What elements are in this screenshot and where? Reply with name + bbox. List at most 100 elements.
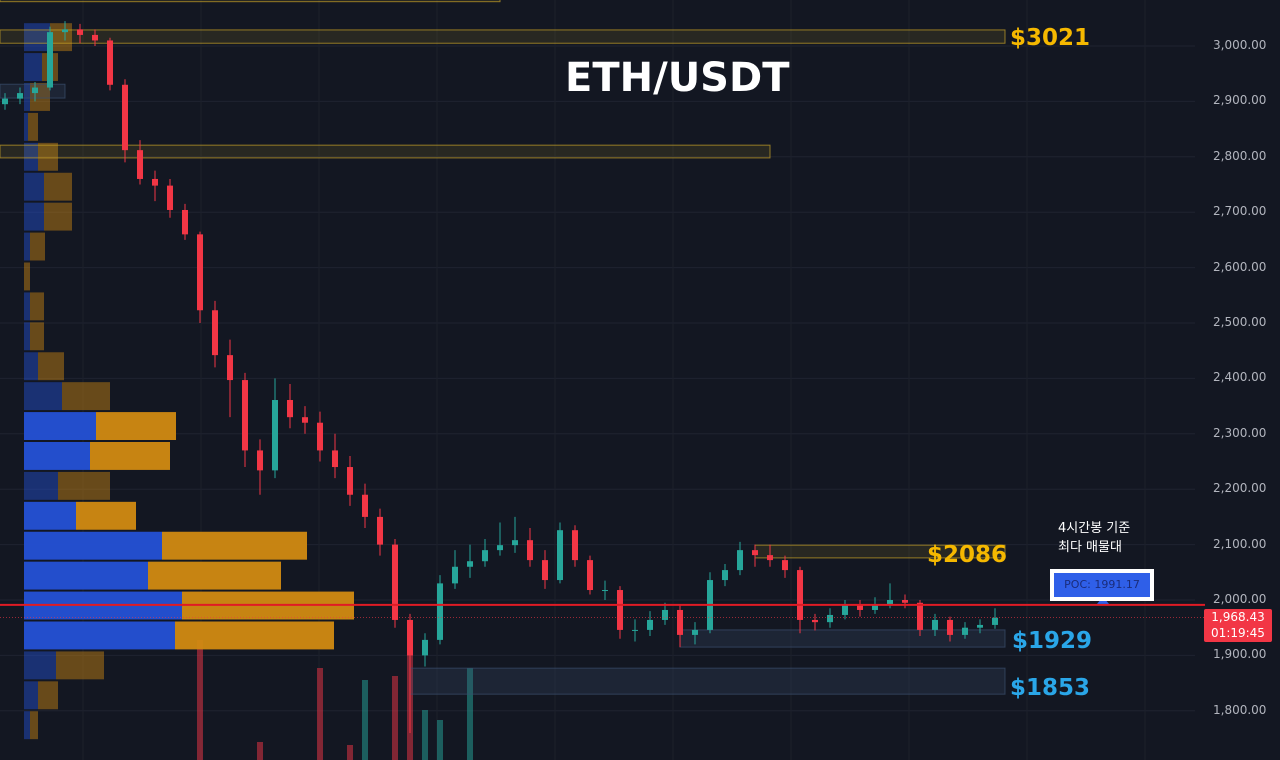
volume-bar xyxy=(362,680,368,760)
candle-body xyxy=(857,604,863,610)
candle-body xyxy=(107,40,113,85)
price-tick: 2,300.00 xyxy=(1213,425,1267,440)
candle-body xyxy=(617,590,623,630)
profile-buy-bar xyxy=(24,83,30,111)
price-tick: 2,400.00 xyxy=(1213,370,1267,385)
profile-sell-bar xyxy=(30,292,44,321)
candle-body xyxy=(557,530,563,581)
note-line-2: 최다 매물대 xyxy=(1058,540,1122,555)
candle-body xyxy=(992,617,998,625)
candle-body xyxy=(677,609,683,635)
candle-body xyxy=(977,624,983,628)
candle-body xyxy=(722,570,728,581)
candle-body xyxy=(392,544,398,620)
candle-body xyxy=(362,494,368,517)
profile-buy-bar xyxy=(24,412,96,441)
bar-countdown: 01:19:45 xyxy=(1211,626,1265,640)
profile-sell-bar xyxy=(30,322,44,351)
candle-body xyxy=(212,310,218,356)
candle-body xyxy=(797,570,803,620)
profile-buy-bar xyxy=(24,232,30,261)
profile-buy-bar xyxy=(24,711,30,740)
candle-body xyxy=(962,627,968,635)
candle-body xyxy=(32,87,38,94)
candle-body xyxy=(422,639,428,656)
candle-body xyxy=(242,380,248,451)
profile-buy-bar xyxy=(24,501,76,530)
candle-body xyxy=(932,619,938,630)
profile-buy-bar xyxy=(24,172,44,201)
last-price: 1,968.43 xyxy=(1211,610,1265,624)
price-zone xyxy=(0,144,771,159)
candle-body xyxy=(452,566,458,584)
poc-label: POC: 1991.17 xyxy=(1050,569,1154,601)
candle-body xyxy=(62,29,68,33)
profile-buy-bar xyxy=(24,292,30,321)
price-zone xyxy=(0,29,1006,44)
volume-bar xyxy=(347,745,353,760)
candle-body xyxy=(587,560,593,591)
candle-body xyxy=(752,550,758,556)
price-tick: 1,900.00 xyxy=(1213,647,1267,662)
candle-body xyxy=(377,516,383,545)
candle-body xyxy=(842,604,848,615)
profile-buy-bar xyxy=(24,53,42,82)
profile-buy-bar xyxy=(24,382,62,411)
profile-sell-bar xyxy=(44,172,72,201)
price-tick: 2,900.00 xyxy=(1213,93,1267,108)
candle-body xyxy=(662,609,668,620)
candle-body xyxy=(602,590,608,592)
price-tick: 3,000.00 xyxy=(1213,38,1267,52)
price-zone xyxy=(409,667,1006,695)
candle-body xyxy=(92,34,98,41)
profile-sell-bar xyxy=(76,501,136,530)
candle-body xyxy=(632,629,638,631)
note-line-1: 4시간봉 기준 xyxy=(1058,521,1131,536)
price-tick: 2,100.00 xyxy=(1213,536,1267,551)
price-tick: 2,500.00 xyxy=(1213,315,1267,329)
profile-buy-bar xyxy=(24,23,50,52)
profile-sell-bar xyxy=(28,112,38,141)
profile-buy-bar xyxy=(24,561,148,590)
profile-buy-bar xyxy=(24,142,38,171)
candle-body xyxy=(152,178,158,186)
candle-body xyxy=(542,560,548,581)
profile-sell-bar xyxy=(56,651,104,680)
candle-body xyxy=(47,32,53,88)
profile-buy-bar xyxy=(24,352,38,381)
candle-body xyxy=(467,561,473,567)
profile-sell-bar xyxy=(62,382,110,411)
price-tick: 2,000.00 xyxy=(1213,592,1267,606)
candle-body xyxy=(167,185,173,210)
profile-buy-bar xyxy=(24,442,90,470)
candle-body xyxy=(482,550,488,562)
candle-body xyxy=(317,422,323,451)
profile-sell-bar xyxy=(58,471,110,500)
zone-label-2086: $2086 xyxy=(927,542,1008,568)
candle-body xyxy=(887,600,893,605)
candle-body xyxy=(287,400,293,418)
candle-body xyxy=(227,355,233,381)
profile-sell-bar xyxy=(38,352,64,381)
profile-sell-bar xyxy=(175,621,334,650)
candle-body xyxy=(182,209,188,235)
volume-bar xyxy=(392,676,398,760)
zone-label-1853: $1853 xyxy=(1010,675,1091,701)
candle-body xyxy=(17,93,23,99)
candle-body xyxy=(497,545,503,551)
price-tick: 2,600.00 xyxy=(1213,259,1267,274)
profile-buy-bar xyxy=(24,202,44,231)
profile-buy-bar xyxy=(24,621,175,650)
profile-sell-bar xyxy=(90,442,170,470)
zone-label-1929: $1929 xyxy=(1012,628,1093,654)
volume-bar xyxy=(257,742,263,760)
candle-body xyxy=(767,555,773,561)
candle-body xyxy=(872,604,878,610)
candle-body xyxy=(347,467,353,495)
candle-body xyxy=(272,400,278,471)
candle-body xyxy=(197,234,203,311)
candle-body xyxy=(332,450,338,468)
price-tick: 1,800.00 xyxy=(1213,702,1267,717)
candle-body xyxy=(77,29,83,35)
